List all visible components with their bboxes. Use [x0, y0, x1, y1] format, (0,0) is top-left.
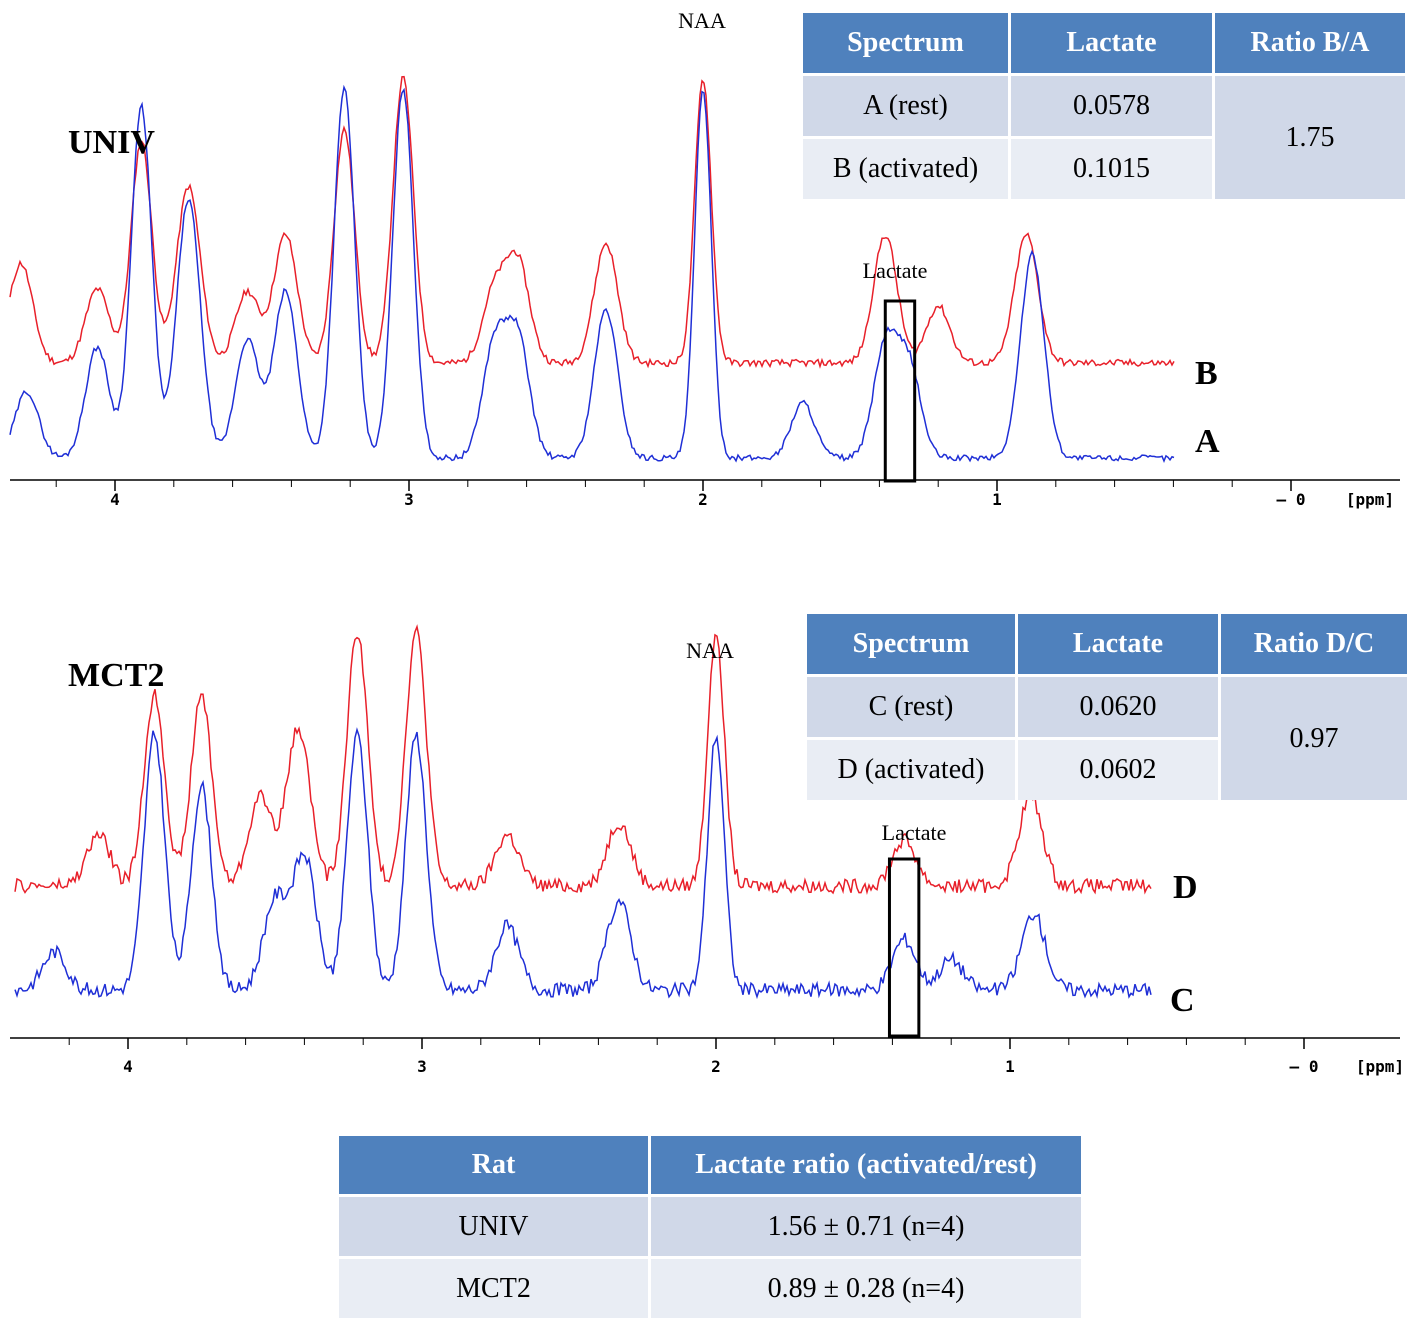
mct2-lactate-label: Lactate	[881, 820, 947, 845]
table-header: Rat	[339, 1136, 648, 1194]
spectrum-trace-A	[9, 84, 1175, 464]
x-tick-label: 1	[992, 490, 1002, 509]
x-tick-label: 2	[711, 1057, 721, 1076]
x-tick-label: 2	[698, 490, 708, 509]
univ-panel-title: UNIV	[68, 124, 155, 161]
table-cell: 0.0602	[1018, 740, 1218, 800]
table-cell: UNIV	[339, 1197, 648, 1256]
mct2-naa-label: NAA	[686, 638, 734, 663]
x-tick-label: 4	[123, 1057, 133, 1076]
mct2-panel-title: MCT2	[68, 657, 165, 694]
table-header: Spectrum	[807, 614, 1015, 674]
x-tick-label: 1	[1005, 1057, 1015, 1076]
x-axis-unit-label: [ppm]	[1346, 490, 1394, 509]
table-cell: 0.0620	[1018, 677, 1218, 737]
table-cell: C (rest)	[807, 677, 1015, 737]
table-cell: D (activated)	[807, 740, 1015, 800]
univ-lactate-label: Lactate	[862, 258, 928, 283]
spectrum-trace-C	[14, 727, 1152, 1000]
x-tick-label: 3	[404, 490, 414, 509]
mct2-lactate-table: Spectrum Lactate Ratio D/C C (rest) 0.06…	[804, 611, 1410, 803]
univ-lactate-table: Spectrum Lactate Ratio B/A A (rest) 0.05…	[800, 10, 1408, 202]
table-cell: A (rest)	[803, 76, 1008, 136]
table-cell: 0.1015	[1011, 139, 1212, 199]
x-axis-unit-label: [ppm]	[1356, 1057, 1404, 1076]
spectrum-trace-D	[14, 624, 1152, 895]
univ-naa-label: NAA	[678, 8, 726, 33]
mct2-trace-d-label: D	[1173, 869, 1198, 906]
table-cell: B (activated)	[803, 139, 1008, 199]
table-header: Ratio B/A	[1215, 13, 1405, 73]
mct2-spectrum-chart: 4 3 2 1 – 0 [ppm]	[10, 624, 1404, 1076]
lactate-highlight-box	[883, 299, 917, 483]
table-header: Ratio D/C	[1221, 614, 1407, 674]
table-cell: MCT2	[339, 1259, 648, 1318]
spectrum-trace-B	[9, 75, 1175, 369]
table-header: Lactate ratio (activated/rest)	[651, 1136, 1081, 1194]
univ-spectrum-chart: 4 3 2 1 – 0 [ppm]	[9, 75, 1400, 509]
univ-trace-a-label: A	[1195, 423, 1220, 460]
mct2-trace-c-label: C	[1170, 982, 1195, 1019]
x-tick-label: – 0	[1277, 490, 1306, 509]
x-tick-label: 3	[417, 1057, 427, 1076]
x-tick-label: 4	[110, 490, 120, 509]
summary-table: Rat Lactate ratio (activated/rest) UNIV …	[336, 1133, 1084, 1321]
table-cell: 0.0578	[1011, 76, 1212, 136]
univ-trace-b-label: B	[1195, 355, 1218, 392]
ratio-cell: 1.75	[1215, 76, 1405, 199]
table-header: Lactate	[1018, 614, 1218, 674]
table-header: Spectrum	[803, 13, 1008, 73]
table-header: Lactate	[1011, 13, 1212, 73]
table-cell: 0.89 ± 0.28 (n=4)	[651, 1259, 1081, 1318]
table-cell: 1.56 ± 0.71 (n=4)	[651, 1197, 1081, 1256]
lactate-highlight-box	[887, 857, 921, 1038]
ratio-cell: 0.97	[1221, 677, 1407, 800]
x-tick-label: – 0	[1290, 1057, 1319, 1076]
